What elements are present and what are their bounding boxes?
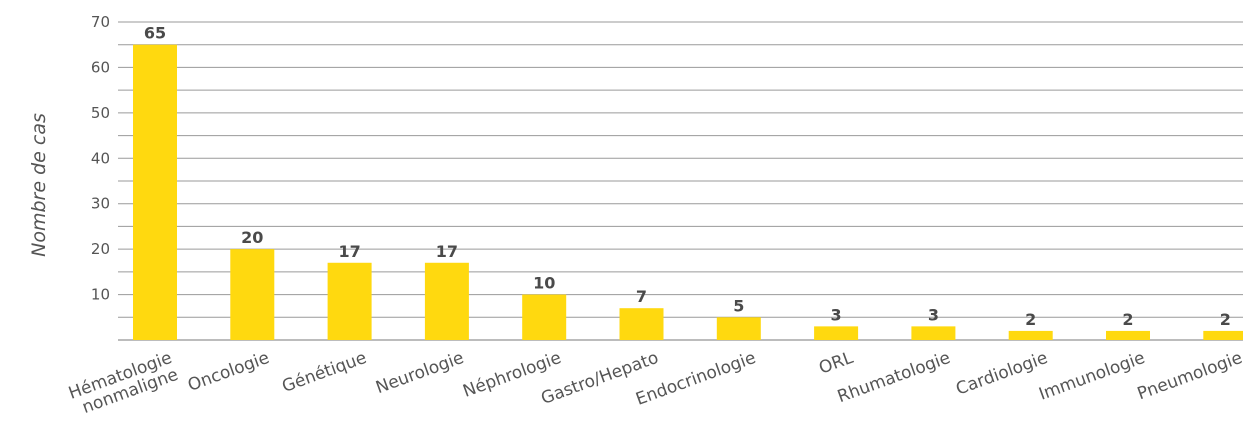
bar <box>327 262 372 340</box>
x-tick-label-line: Pneumologie <box>1135 348 1243 404</box>
x-tick-label-line: Neurologie <box>373 348 466 398</box>
x-tick-label: Pneumologie <box>1135 348 1243 404</box>
data-label: 17 <box>436 242 458 261</box>
y-axis: 10 20 30 40 50 60 70 <box>91 13 110 304</box>
data-label: 3 <box>831 305 842 324</box>
y-tick-label: 50 <box>91 104 110 122</box>
data-label: 2 <box>1220 310 1231 329</box>
x-tick-label-line: Immunologie <box>1036 348 1147 405</box>
data-label: 7 <box>636 287 647 306</box>
data-label: 65 <box>144 24 166 43</box>
x-tick-label: Oncologie <box>185 348 272 396</box>
bar <box>716 317 761 340</box>
bars <box>133 44 1243 340</box>
data-label: 20 <box>241 228 263 247</box>
bar <box>1106 330 1150 340</box>
bar <box>619 308 664 340</box>
grid-layer <box>118 21 1243 341</box>
y-tick-label: 60 <box>91 58 110 76</box>
data-label: 10 <box>533 274 555 293</box>
x-tick-label: Cardiologie <box>953 348 1050 400</box>
bar <box>1008 330 1053 340</box>
bar <box>1203 330 1243 340</box>
x-tick-label-line: Génétique <box>280 348 370 397</box>
data-label: 2 <box>1122 310 1133 329</box>
x-tick-label-line: Oncologie <box>185 348 272 396</box>
x-tick-label-line: Rhumatologie <box>835 348 953 407</box>
bar <box>230 249 275 340</box>
data-label: 3 <box>928 305 939 324</box>
data-labels: 65 20 17 17 10 7 5 3 3 2 2 2 <box>144 24 1231 329</box>
y-tick-label: 30 <box>91 195 110 213</box>
data-label: 5 <box>733 296 744 315</box>
x-tick-label: Génétique <box>280 348 370 397</box>
bar <box>911 326 956 340</box>
x-tick-label: Immunologie <box>1036 348 1147 405</box>
bar <box>424 262 469 340</box>
y-tick-label: 70 <box>91 13 110 31</box>
bar <box>814 326 859 340</box>
data-label: 17 <box>338 242 360 261</box>
x-tick-label-line: ORL <box>816 348 856 379</box>
data-label: 2 <box>1025 310 1036 329</box>
x-tick-label: ORL <box>816 348 856 379</box>
bar <box>522 294 567 340</box>
x-tick-label: Neurologie <box>373 348 466 398</box>
x-tick-label: Rhumatologie <box>835 348 953 407</box>
y-tick-label: 40 <box>91 149 110 167</box>
y-tick-label: 10 <box>91 286 110 304</box>
x-tick-label-line: Cardiologie <box>953 348 1050 400</box>
bar <box>133 44 177 340</box>
y-tick-label: 20 <box>91 240 110 258</box>
y-axis-title: Nombre de cas <box>28 113 50 257</box>
